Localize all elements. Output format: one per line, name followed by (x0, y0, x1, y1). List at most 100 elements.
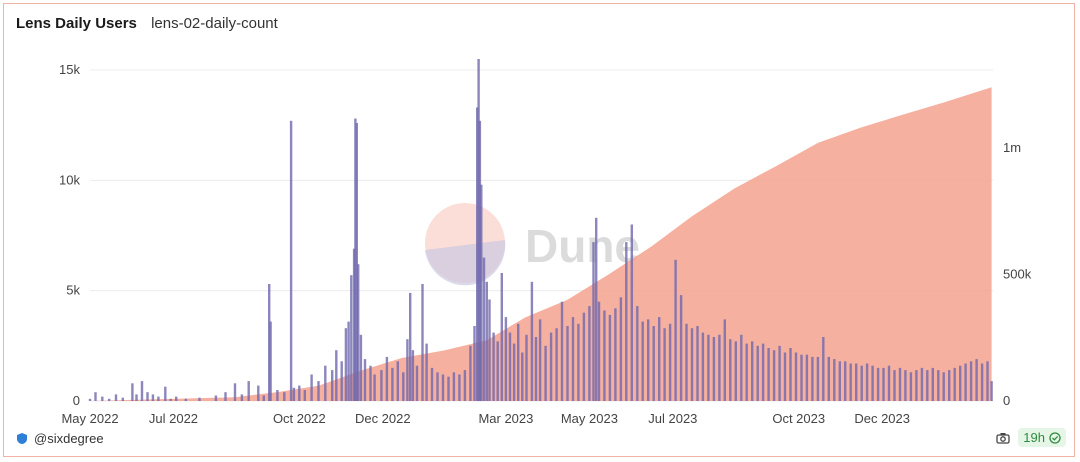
daily-users-bar (969, 361, 973, 401)
daily-users-bar (603, 310, 606, 401)
daily-users-bar (805, 354, 809, 401)
daily-users-bar (712, 337, 716, 401)
daily-users-bar (734, 341, 737, 401)
daily-users-bar (595, 217, 598, 401)
x-tick-label: Jul 2023 (648, 411, 697, 426)
daily-users-bar (663, 328, 666, 401)
daily-users-bar (789, 348, 792, 401)
daily-users-bar (121, 397, 124, 401)
daily-users-bar (344, 328, 348, 401)
daily-users-bar (262, 395, 265, 401)
daily-users-bar (566, 326, 569, 401)
daily-users-bar (783, 352, 787, 401)
daily-users-bar (476, 107, 479, 401)
chart-header: Lens Daily Users lens-02-daily-count (16, 15, 278, 32)
daily-users-bar (723, 319, 726, 401)
daily-users-bar (778, 345, 781, 401)
daily-users-bar (800, 354, 803, 401)
daily-users-bar (980, 363, 984, 401)
daily-users-bar (975, 359, 978, 401)
daily-users-bar (822, 337, 825, 401)
freshness-badge[interactable]: 19h (1018, 428, 1066, 447)
daily-users-bar (844, 361, 847, 401)
daily-users-bar (690, 328, 694, 401)
daily-users-bar (898, 367, 902, 401)
daily-users-bar (298, 385, 301, 401)
daily-users-bar (674, 259, 677, 401)
daily-users-bar (478, 120, 482, 402)
daily-users-bar (811, 356, 814, 401)
daily-users-bar (151, 394, 155, 401)
daily-users-bar (740, 334, 743, 401)
daily-users-bar (756, 345, 759, 401)
daily-users-bar (948, 370, 951, 401)
daily-users-bar (108, 398, 111, 401)
daily-users-bar (247, 381, 250, 401)
daily-users-bar (164, 386, 167, 401)
daily-users-bar (816, 356, 820, 401)
daily-users-bar (636, 306, 639, 401)
daily-users-bar (310, 374, 313, 401)
daily-users-bar (838, 361, 841, 401)
check-circle-icon (1049, 431, 1061, 444)
daily-users-bar (544, 345, 547, 401)
daily-users-bar (876, 367, 880, 401)
daily-users-bar (521, 352, 524, 401)
daily-users-bar (331, 370, 334, 401)
daily-users-bar (701, 332, 705, 401)
daily-users-bar (363, 359, 367, 401)
daily-users-bar (184, 398, 187, 401)
daily-users-bar (571, 317, 575, 401)
y-left-axis: 0 5k 10k 15k (59, 62, 80, 408)
chart-title: Lens Daily Users (16, 15, 137, 32)
daily-users-bar (718, 334, 721, 401)
daily-users-bar (827, 356, 830, 401)
daily-users-bar (707, 334, 710, 401)
daily-users-bar (169, 398, 172, 401)
author-handle[interactable]: @sixdegree (34, 431, 104, 446)
daily-users-bar (473, 326, 476, 401)
y-left-tick-label: 5k (66, 283, 80, 298)
daily-users-bar (88, 398, 92, 401)
x-tick-label: May 2023 (561, 411, 618, 426)
daily-users-bar (477, 59, 480, 401)
daily-users-bar (409, 292, 412, 401)
daily-users-bar (391, 367, 394, 401)
daily-users-bar (794, 352, 798, 401)
daily-users-bar (560, 301, 564, 401)
daily-users-bar (463, 370, 467, 401)
daily-users-bar (652, 326, 655, 401)
daily-users-bar (920, 367, 924, 401)
daily-users-bar (668, 323, 672, 401)
daily-users-bar (492, 332, 495, 401)
daily-users-bar (458, 374, 461, 401)
daily-users-bar (833, 359, 836, 401)
x-tick-label: Jul 2022 (149, 411, 198, 426)
daily-users-bar (214, 395, 218, 401)
daily-users-bar (317, 381, 320, 401)
daily-users-bar (855, 363, 858, 401)
daily-users-bar (534, 337, 538, 401)
x-tick-label: Dec 2022 (355, 411, 411, 426)
daily-users-bar (257, 385, 260, 401)
daily-users-bar (990, 381, 993, 401)
freshness-text: 19h (1023, 430, 1045, 445)
daily-users-bar (625, 242, 628, 401)
daily-users-bar (577, 323, 580, 401)
x-tick-label: Mar 2023 (478, 411, 533, 426)
daily-users-bar (198, 397, 201, 401)
daily-users-bar (909, 372, 913, 401)
daily-users-bar (289, 120, 293, 402)
daily-users-bar (406, 339, 409, 401)
footer-actions: 19h (996, 428, 1066, 447)
camera-icon[interactable] (996, 432, 1010, 444)
daily-users-bar (340, 361, 343, 401)
daily-users-bar (276, 390, 279, 401)
daily-users-bar (292, 387, 296, 401)
daily-users-bar (685, 323, 688, 401)
daily-users-bar (849, 363, 852, 401)
daily-users-bar (893, 370, 896, 401)
daily-users-bar (887, 365, 891, 401)
daily-users-bar (641, 321, 644, 401)
